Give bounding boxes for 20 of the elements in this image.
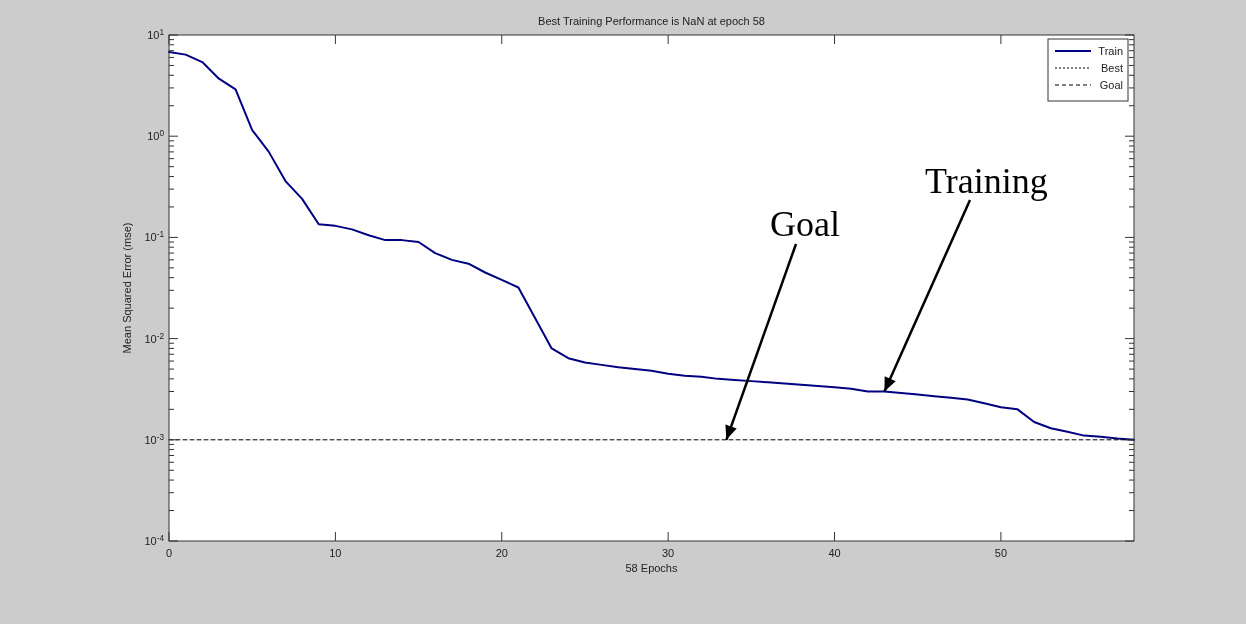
legend-label: Goal — [1099, 79, 1123, 91]
x-tick-label: 10 — [329, 547, 342, 559]
legend-label: Train — [1098, 45, 1123, 57]
legend-label: Best — [1100, 62, 1123, 74]
x-tick-label: 50 — [994, 547, 1008, 559]
annotation: Training — [925, 161, 1048, 201]
annotation: Goal — [770, 204, 840, 244]
x-tick-label: 30 — [662, 547, 675, 559]
y-axis-title: Mean Squared Error (mse) — [121, 222, 133, 354]
y-tick-label: 10$^{-4}$ — [144, 533, 165, 547]
y-tick-label: 10$^{-3}$ — [144, 432, 165, 446]
chart-title: Best Training Performance is NaN at epoch 58 — [538, 15, 765, 27]
x-tick-label: 40 — [828, 547, 841, 559]
y-tick-label: 10$^{-2}$ — [144, 331, 165, 345]
x-tick-label: 0 — [165, 547, 173, 559]
y-tick-label: 10$^{1}$ — [147, 27, 165, 41]
x-axis-title: 58 Epochs — [625, 562, 678, 574]
x-tick-label: 20 — [495, 547, 508, 559]
y-tick-label: 10$^{0}$ — [147, 128, 165, 143]
y-tick-label: 10$^{-1}$ — [144, 229, 165, 244]
